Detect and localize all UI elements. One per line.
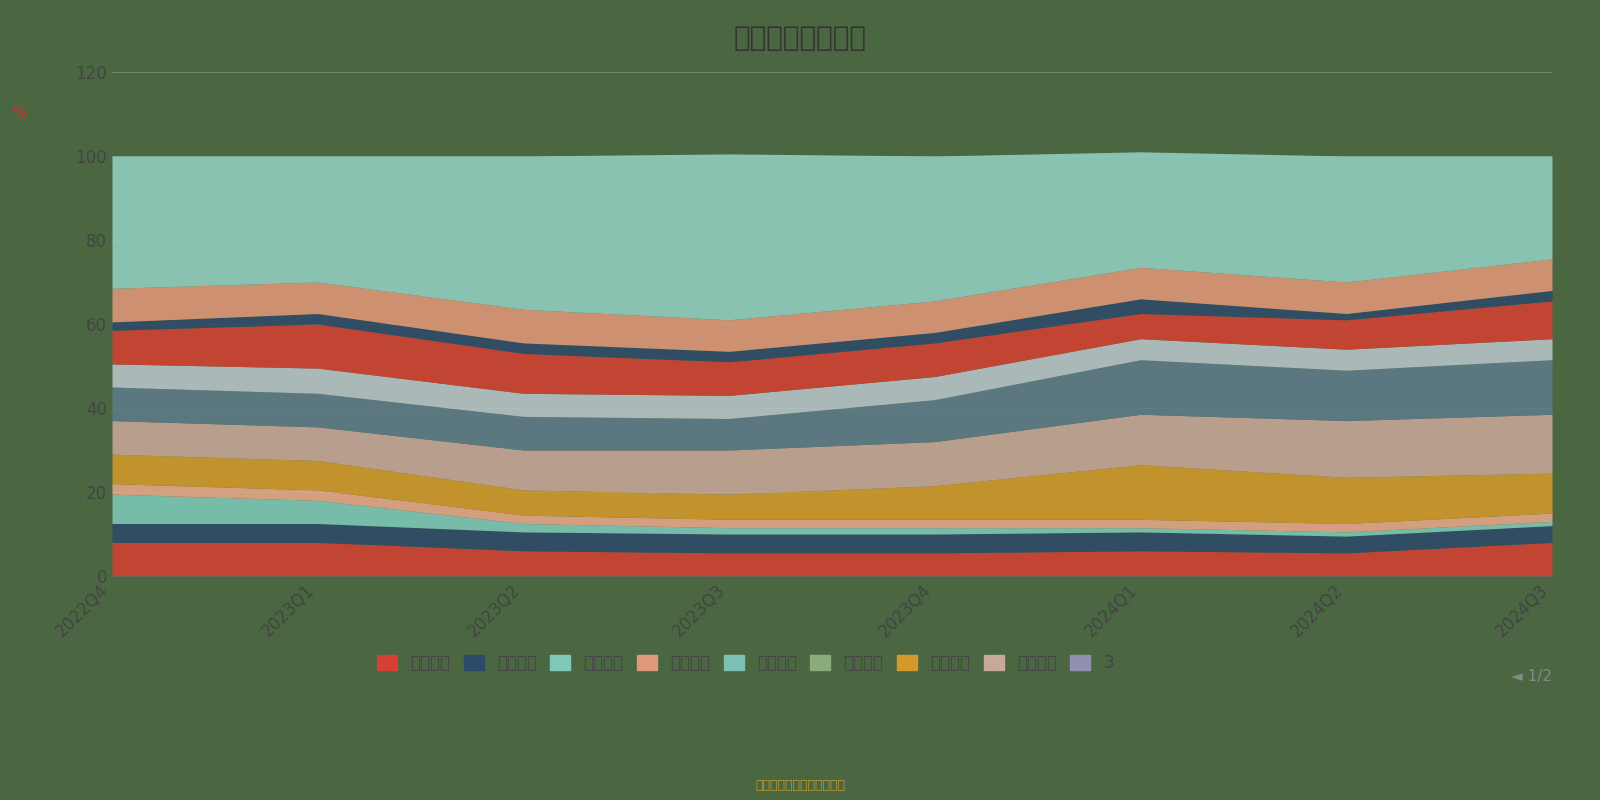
Text: 前十大重仓股变化: 前十大重仓股变化 <box>733 24 867 52</box>
Legend: 成都银行, 鸿路钢构, 龙湖集团, 招商银行, 亿联网络, 纽威股份, 太阳纸业, 万华化学, 3: 成都银行, 鸿路钢构, 龙湖集团, 招商银行, 亿联网络, 纽威股份, 太阳纸业… <box>370 647 1122 678</box>
Text: %: % <box>13 106 27 122</box>
Text: ◄ 1/2: ◄ 1/2 <box>1510 670 1552 684</box>
Text: 数据来源自恒生聚源数据库: 数据来源自恒生聚源数据库 <box>755 779 845 792</box>
